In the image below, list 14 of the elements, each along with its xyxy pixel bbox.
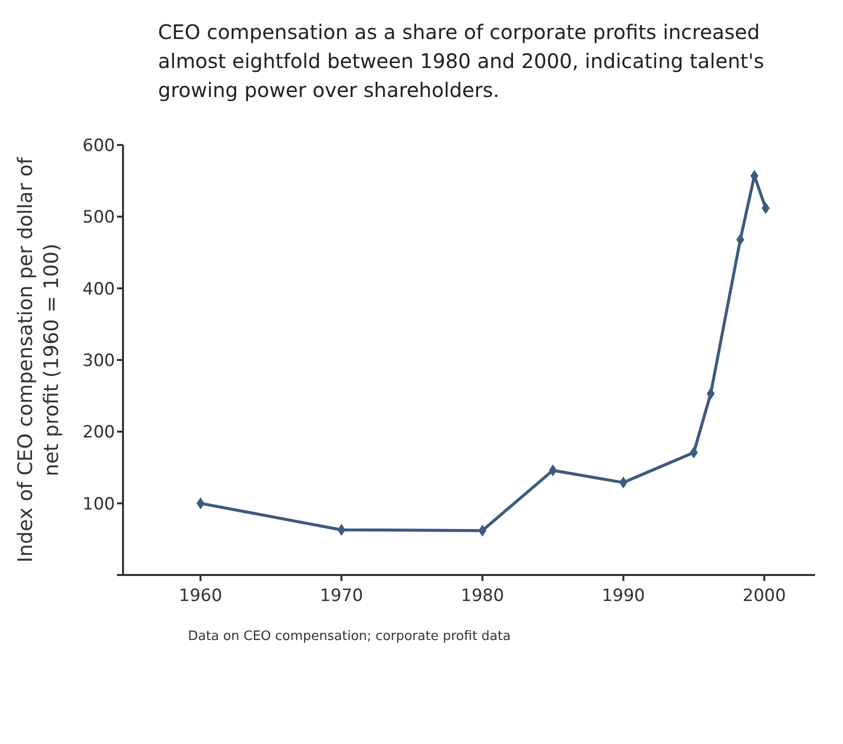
x-tick-label: 1970 (320, 586, 364, 606)
x-tick-label: 1980 (460, 586, 504, 606)
chart-title: CEO compensation as a share of corporate profits increased almost eightfold between 1980 and 2000, indicating talent's growing power over shareholders. (158, 19, 766, 104)
y-axis-title: Index of CEO compensation per dollar of net profit (1960 = 100) (13, 156, 63, 563)
y-tick-label: 100 (82, 494, 115, 514)
y-tick-label: 500 (82, 208, 115, 228)
x-tick-label: 1990 (602, 586, 645, 606)
text: Data on CEO compensation; corporate profit data (188, 629, 512, 644)
y-tick-label: 600 (82, 136, 115, 156)
x-tick-label: 2000 (742, 586, 786, 606)
y-tick-label: 400 (82, 279, 115, 300)
y-tick-label: 300 (82, 351, 115, 372)
y-tick-label: 200 (82, 422, 115, 443)
x-tick-label: 1960 (178, 586, 222, 606)
